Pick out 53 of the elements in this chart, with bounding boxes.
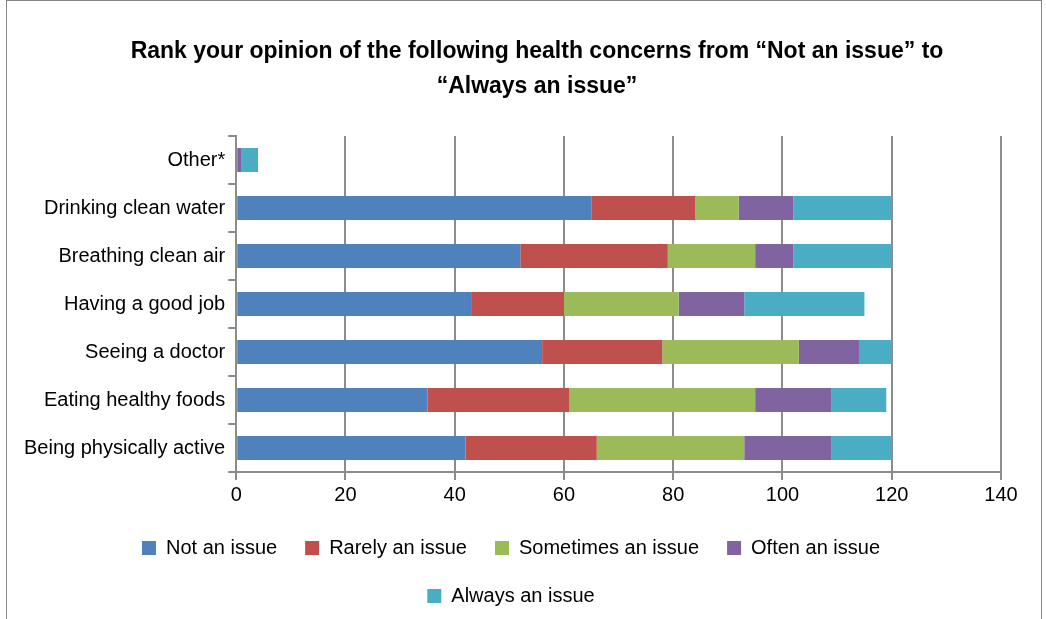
legend-label: Sometimes an issue: [518, 535, 700, 558]
bar: [241, 148, 259, 172]
y-tick-label: Breathing clean air: [58, 243, 226, 266]
bar: [591, 196, 696, 220]
bar: [427, 388, 570, 412]
y-tick-label: Other*: [167, 147, 226, 170]
bar: [596, 436, 745, 460]
bar: [237, 292, 472, 316]
x-tick-label: 120: [875, 482, 909, 505]
y-tick-label: Being physically active: [23, 435, 226, 458]
bar: [542, 340, 663, 364]
legend-label: Always an issue: [451, 583, 595, 606]
x-tick-label: 100: [765, 482, 800, 505]
bar: [569, 388, 756, 412]
bar: [793, 244, 892, 268]
bar: [237, 196, 592, 220]
bar: [662, 340, 799, 364]
x-tick-label: 140: [984, 482, 1018, 505]
bar: [695, 196, 739, 220]
chart-title: Rank your opinion of the following health concerns from “Not an issue” to “Always an issue”: [129, 36, 945, 100]
bar: [520, 244, 668, 268]
bar: [831, 436, 892, 460]
bar: [237, 340, 543, 364]
y-tick-label: Having a good job: [63, 291, 226, 314]
legend-label: Often an issue: [751, 535, 881, 558]
y-tick-label: Seeing a doctor: [85, 339, 226, 362]
x-tick-label: 40: [443, 482, 466, 505]
x-tick-label: 80: [662, 482, 685, 505]
bar: [755, 388, 832, 412]
y-tick-label: Drinking clean water: [44, 195, 226, 218]
legend-label: Rarely an issue: [329, 535, 467, 558]
bar: [237, 388, 428, 412]
bar: [858, 340, 892, 364]
bar: [798, 340, 859, 364]
bar: [744, 436, 832, 460]
bar: [563, 292, 679, 316]
bar: [738, 196, 794, 220]
bar: [237, 244, 521, 268]
bar: [237, 148, 242, 172]
bar: [831, 388, 887, 412]
bar: [465, 436, 597, 460]
y-tick-label: Eating healthy foods: [43, 387, 226, 410]
bar: [744, 292, 865, 316]
bar: [667, 244, 756, 268]
bar: [471, 292, 564, 316]
bar: [237, 436, 466, 460]
bar: [678, 292, 745, 316]
x-tick-label: 0: [230, 482, 242, 505]
bar: [755, 244, 794, 268]
bar: [793, 196, 892, 220]
legend-label: Not an issue: [165, 535, 278, 558]
x-tick-label: 20: [334, 482, 357, 505]
x-tick-label: 60: [552, 482, 576, 505]
